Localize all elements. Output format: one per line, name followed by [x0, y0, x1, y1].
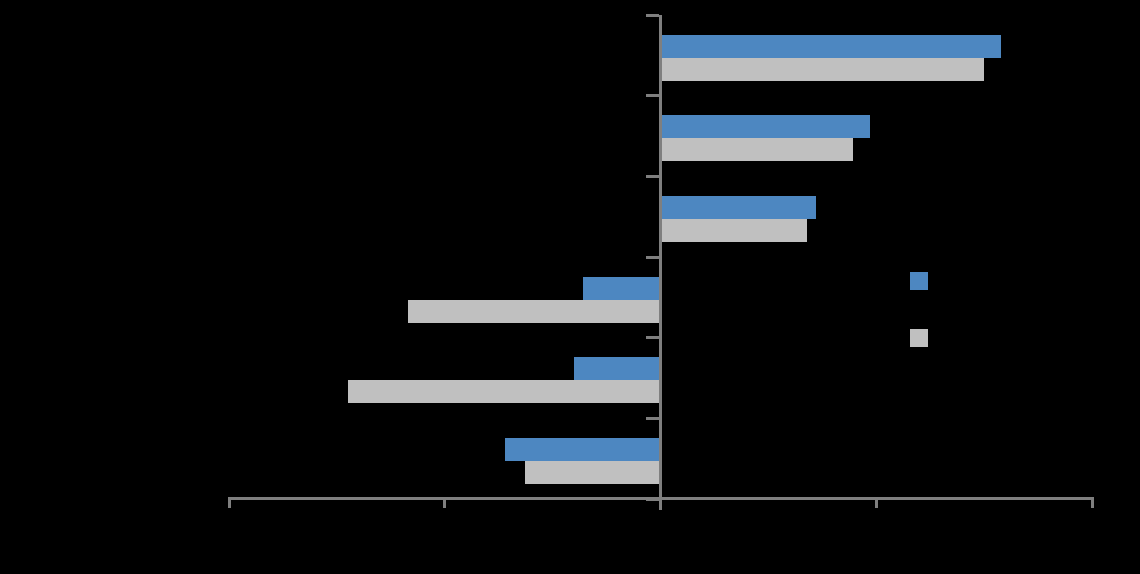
bar-gray-1 [660, 138, 853, 162]
y-axis-tick [646, 255, 659, 259]
y-axis-tick [646, 336, 659, 340]
bar-blue-2 [660, 195, 816, 219]
y-axis-tick [646, 174, 659, 178]
bar-blue-3 [582, 276, 661, 300]
bar-blue-5 [505, 437, 661, 461]
legend-swatch-gray [910, 329, 928, 347]
x-axis-tick [659, 497, 662, 508]
bar-blue-4 [574, 357, 661, 381]
bar-blue-1 [660, 115, 870, 139]
y-axis-tick [646, 94, 659, 98]
bar-gray-5 [524, 460, 661, 484]
legend-swatch-blue [910, 272, 928, 290]
bar-gray-3 [408, 299, 661, 323]
y-axis-tick [646, 416, 659, 420]
bar-gray-4 [347, 380, 661, 404]
x-axis-tick [874, 497, 878, 508]
x-axis-tick [227, 497, 231, 508]
bar-gray-0 [660, 57, 985, 81]
y-axis-tick [646, 13, 659, 17]
y-axis-line [659, 15, 662, 510]
bar-blue-0 [660, 34, 1002, 58]
bar-gray-2 [660, 218, 808, 242]
x-axis-tick [443, 497, 447, 508]
x-axis-tick [1090, 497, 1094, 508]
